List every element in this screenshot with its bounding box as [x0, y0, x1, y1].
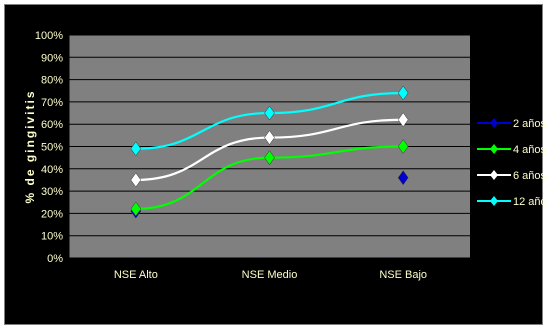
x-axis-ticks: NSE Alto NSE Medio NSE Bajo [114, 269, 427, 281]
legend-swatch-marker [490, 170, 498, 180]
legend-swatch-marker [490, 118, 498, 128]
legend-label: 12 años [513, 196, 547, 208]
y-tick-label: 30% [41, 186, 63, 198]
legend-swatch-marker [490, 196, 498, 206]
y-tick-label: 10% [41, 231, 63, 243]
x-tick-label: NSE Bajo [379, 269, 427, 281]
y-axis-label: % de gingivitis [23, 89, 37, 203]
y-tick-label: 80% [41, 75, 63, 87]
legend-label: 4 años [513, 144, 547, 156]
y-tick-label: 40% [41, 164, 63, 176]
x-tick-label: NSE Alto [114, 269, 158, 281]
legend-item: 12 años [477, 196, 547, 208]
legend-label: 6 años [513, 170, 547, 182]
y-tick-label: 0% [47, 253, 63, 265]
y-tick-label: 100% [35, 30, 63, 42]
y-tick-label: 60% [41, 119, 63, 131]
legend-label: 2 años [513, 118, 547, 130]
x-tick-label: NSE Medio [242, 269, 298, 281]
legend-swatch-marker [490, 144, 498, 154]
y-tick-label: 50% [41, 142, 63, 154]
legend: 2 años 4 años 6 años 12 años [477, 118, 547, 208]
legend-item: 2 años [477, 118, 547, 130]
y-tick-label: 20% [41, 208, 63, 220]
legend-item: 6 años [477, 170, 547, 182]
y-tick-label: 70% [41, 97, 63, 109]
y-tick-label: 90% [41, 52, 63, 64]
legend-item: 4 años [477, 144, 547, 156]
